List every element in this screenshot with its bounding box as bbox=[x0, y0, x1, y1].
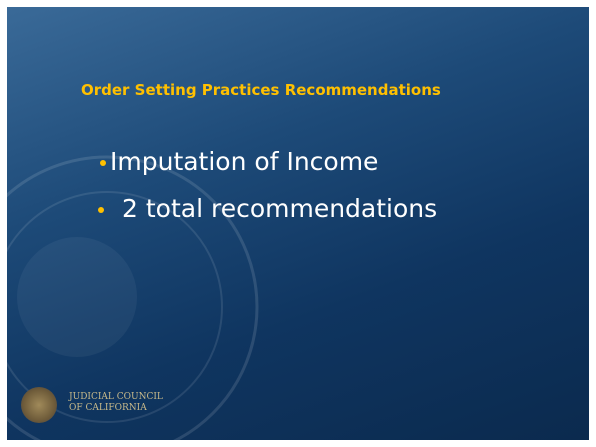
page: Order Setting Practices Recommendations … bbox=[0, 0, 596, 447]
bullet: 2 total recommendations bbox=[122, 194, 437, 223]
logo bbox=[21, 387, 57, 423]
slide-title: Order Setting Practices Recommendations bbox=[81, 81, 441, 99]
footer-line: JUDICIAL COUNCIL bbox=[69, 392, 163, 403]
bullet: Imputation of Income bbox=[110, 147, 378, 176]
footer-line: OF CALIFORNIA bbox=[69, 403, 163, 414]
slide: Order Setting Practices Recommendations … bbox=[7, 7, 589, 440]
footer: JUDICIAL COUNCIL OF CALIFORNIA bbox=[69, 392, 163, 414]
